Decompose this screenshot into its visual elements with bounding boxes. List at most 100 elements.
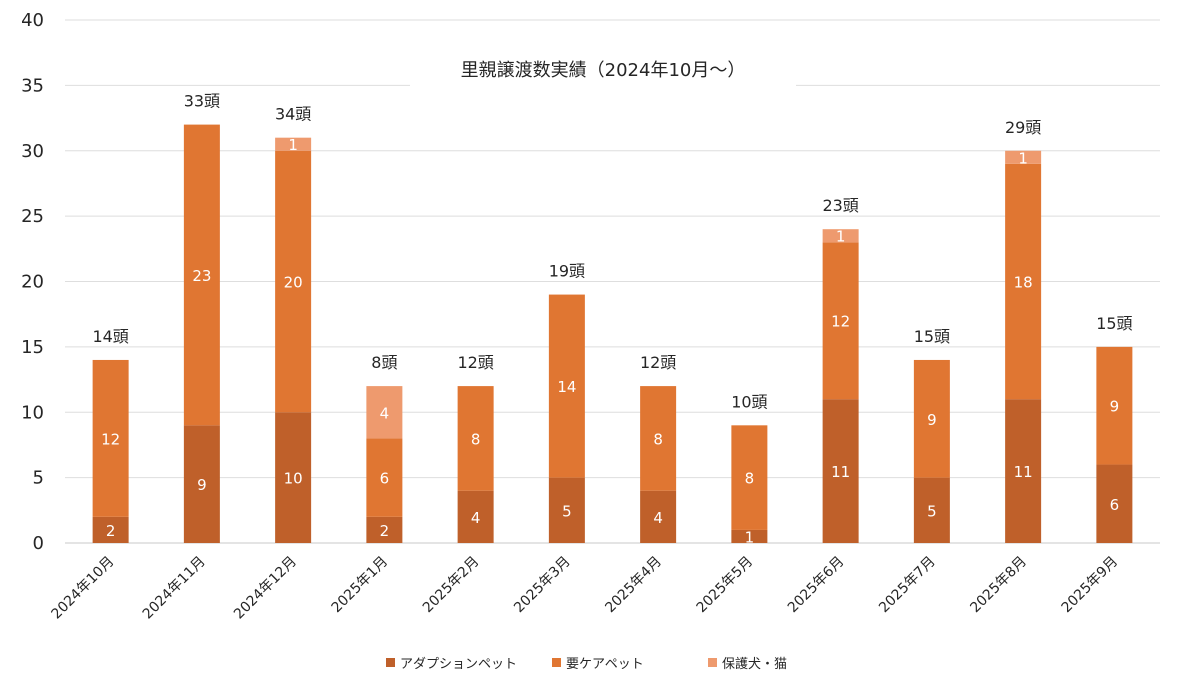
x-tick-label: 2025年9月 [1059, 554, 1122, 617]
segment-value-label: 12 [831, 313, 850, 331]
segment-value-label: 23 [192, 267, 211, 285]
bar-total-label: 12頭 [457, 353, 493, 372]
bar-segment [275, 137, 312, 151]
bar-segment [822, 399, 859, 543]
x-tick-label: 2025年3月 [511, 554, 574, 617]
segment-value-label: 14 [557, 378, 576, 396]
bar-total-label: 15頭 [1096, 314, 1132, 333]
bar-segment [548, 294, 585, 478]
segment-value-label: 1 [745, 528, 755, 546]
bar-segment [183, 124, 220, 426]
bar-segment [366, 516, 403, 543]
bar-segment [913, 477, 950, 543]
segment-value-label: 2 [380, 522, 390, 540]
bar-segment [92, 516, 129, 543]
x-tick-label: 2025年6月 [785, 554, 848, 617]
y-tick-label: 15 [21, 337, 44, 358]
legend-swatch [552, 658, 561, 667]
bar-segment [1096, 346, 1133, 465]
bar-total-label: 10頭 [731, 392, 767, 411]
bar-segment [1096, 464, 1133, 543]
segment-value-label: 5 [927, 502, 937, 520]
bar-segment [731, 529, 768, 543]
bar-segment [457, 386, 494, 491]
x-tick-label: 2025年4月 [602, 554, 665, 617]
segment-value-label: 8 [653, 430, 663, 448]
bar-segment [913, 359, 950, 478]
gridlines [65, 19, 1160, 544]
bar-segment [548, 477, 585, 543]
bar-segment [640, 490, 677, 543]
bar-segment [92, 359, 129, 517]
segment-value-label: 1 [288, 136, 298, 154]
segment-value-label: 9 [1110, 398, 1120, 416]
segment-value-label: 8 [471, 430, 481, 448]
bar-segment [366, 386, 403, 439]
segment-value-label: 8 [745, 470, 755, 488]
segment-value-label: 1 [1018, 149, 1028, 167]
data-labels: 21214頭92333頭1020134頭2648頭4812頭51419頭4812… [92, 92, 1132, 547]
x-tick-label: 2025年7月 [876, 554, 939, 617]
chart-title: 里親譲渡数実績（2024年10月～） [461, 60, 746, 81]
chart-title-group: 里親譲渡数実績（2024年10月～） [410, 50, 796, 88]
segment-value-label: 11 [1014, 463, 1033, 481]
bar-segment [457, 490, 494, 543]
y-tick-label: 40 [21, 10, 44, 31]
segment-value-label: 2 [106, 522, 116, 540]
x-tick-label: 2025年8月 [967, 554, 1030, 617]
bar-segment [275, 412, 312, 543]
bar-segment [731, 425, 768, 530]
chart-title-background [410, 50, 796, 88]
bar-total-label: 29頭 [1005, 118, 1041, 137]
bar-total-label: 14頭 [92, 327, 128, 346]
segment-value-label: 6 [1110, 496, 1120, 514]
bars [92, 124, 1133, 543]
legend-swatch [708, 658, 717, 667]
y-tick-label: 20 [21, 272, 44, 293]
bar-segment [1005, 163, 1042, 400]
bar-segment [366, 438, 403, 517]
bar-segment [822, 229, 859, 243]
bar-total-label: 33頭 [184, 92, 220, 111]
legend-label: アダプションペット [400, 657, 517, 672]
segment-value-label: 9 [927, 411, 937, 429]
legend-label: 保護犬・猫 [722, 656, 787, 672]
y-tick-label: 35 [21, 75, 44, 96]
bar-total-label: 12頭 [640, 353, 676, 372]
bar-total-label: 34頭 [275, 105, 311, 124]
segment-value-label: 4 [471, 509, 481, 527]
x-tick-label: 2024年12月 [231, 554, 300, 623]
segment-value-label: 20 [284, 274, 303, 292]
y-tick-label: 10 [21, 402, 44, 423]
bar-segment [1005, 399, 1042, 543]
bar-segment [822, 242, 859, 400]
segment-value-label: 18 [1014, 274, 1033, 292]
x-tick-label: 2024年10月 [49, 554, 118, 623]
y-tick-label: 25 [21, 206, 44, 227]
y-tick-label: 5 [33, 468, 44, 489]
y-tick-label: 0 [33, 533, 44, 554]
legend-label: 要ケアペット [566, 657, 644, 672]
x-tick-label: 2025年1月 [329, 554, 392, 617]
segment-value-label: 12 [101, 430, 120, 448]
legend: アダプションペット 要ケアペット 保護犬・猫 [386, 656, 787, 672]
x-tick-label: 2025年5月 [694, 554, 757, 617]
segment-value-label: 4 [380, 404, 390, 422]
segment-value-label: 11 [831, 463, 850, 481]
bar-total-label: 8頭 [371, 353, 397, 372]
bar-total-label: 19頭 [549, 262, 585, 281]
segment-value-label: 1 [836, 228, 846, 246]
segment-value-label: 9 [197, 476, 207, 494]
bar-segment [1005, 150, 1042, 164]
y-tick-label: 30 [21, 141, 44, 162]
legend-swatch [386, 658, 395, 667]
bar-segment [183, 425, 220, 543]
x-tick-label: 2025年2月 [420, 554, 483, 617]
bar-total-label: 23頭 [822, 196, 858, 215]
bar-segment [640, 386, 677, 491]
segment-value-label: 6 [380, 470, 390, 488]
segment-value-label: 10 [284, 470, 303, 488]
bar-segment [275, 150, 312, 413]
